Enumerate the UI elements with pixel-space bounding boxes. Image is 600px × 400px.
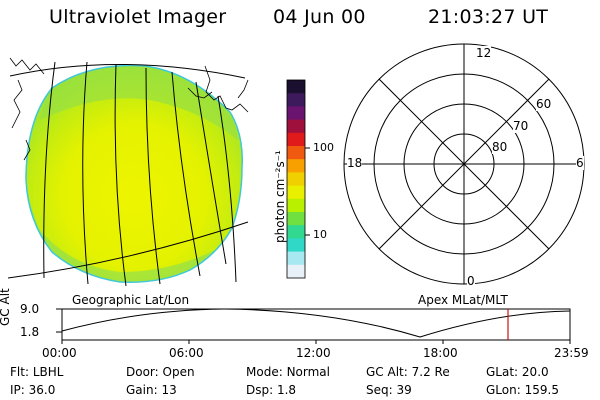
colorbar-segment [287,159,305,173]
param-gain-label: Gain: [126,383,158,397]
app-title: Ultraviolet Imager [49,6,227,28]
timeline-tick-2359: 23:59 [554,346,589,360]
timeline-tick-0600: 06:00 [169,346,204,360]
colorbar-segment [287,172,305,187]
mlt-label-6: 6 [576,156,584,170]
param-ip: IP: 36.0 [10,383,55,397]
param-dsp-value: 1.8 [276,383,297,397]
colorbar-segment [287,93,305,107]
param-filter-label: Flt: [10,365,29,379]
mlat-label-60: 60 [536,97,552,111]
param-mode-value: Normal [286,365,330,379]
colorbar-segment [287,238,305,253]
timeline-tick-1800: 18:00 [423,346,458,360]
colorbar-segment [287,106,305,121]
timeline-ylabel: GC Alt [0,288,12,326]
param-filter-value: LBHL [32,365,64,379]
latitude-grid-lines [7,64,249,279]
param-door-value: Open [162,365,195,379]
param-glat-value: 20.0 [521,365,549,379]
longitude-grid-lines [43,61,237,287]
colorbar-segment [287,80,305,94]
timeline-tick-1200: 12:00 [296,346,331,360]
param-seq-value: 39 [396,383,412,397]
timeline-tick-0000: 00:00 [42,346,77,360]
coastline-outline [9,57,249,161]
colorbar-segment [287,225,305,239]
geographic-grid-label: Geographic Lat/Lon [72,293,190,307]
param-glon-value: 159.5 [524,383,559,397]
param-gain: Gain: 13 [126,383,177,397]
mlat-label-70: 70 [513,119,529,133]
colorbar-label-100: 100 [313,141,334,154]
colorbar-segment [287,146,305,160]
param-filter: Flt: LBHL [10,365,63,379]
param-gain-value: 13 [161,383,177,397]
param-ip-label: IP: [10,383,25,397]
timeline-ymin: 1.8 [20,325,40,339]
param-dsp-label: Dsp: [246,383,274,397]
param-seq: Seq: 39 [366,383,412,397]
param-seq-label: Seq: [366,383,393,397]
colorbar-segment [287,185,305,200]
image-date: 04 Jun 00 [273,6,366,28]
param-door: Door: Open [126,365,195,379]
param-gc-alt: GC Alt: 7.2 Re [366,365,450,379]
colorbar-segment [287,119,305,134]
param-ip-value: 36.0 [28,383,56,397]
param-mode: Mode: Normal [246,365,330,379]
colorbar-segment [287,132,305,147]
param-mode-label: Mode: [246,365,283,379]
timeline-ymax: 9.0 [20,302,40,316]
mlt-label-0: 0 [467,274,475,288]
colorbar-segment [287,212,305,226]
param-gc-alt-value: 7.2 Re [411,365,450,379]
earth-disk [26,65,243,283]
param-glon: GLon: 159.5 [486,383,559,397]
image-time: 21:03:27 UT [428,6,549,28]
mlat-label-80: 80 [492,140,508,154]
altitude-curve [61,308,571,338]
colorbar-gradient [287,80,305,279]
param-glat-label: GLat: [486,365,519,379]
param-dsp: Dsp: 1.8 [246,383,296,397]
param-glon-label: GLon: [486,383,521,397]
colorbar-segment [287,251,305,266]
colorbar-segment [287,198,305,213]
colorbar-label-10: 10 [313,228,327,241]
param-gc-alt-label: GC Alt: [366,365,408,379]
timeline-frame [61,308,571,341]
param-glat: GLat: 20.0 [486,365,549,379]
mlt-label-12: 12 [476,46,492,60]
apex-grid-label: Apex MLat/MLT [418,293,508,307]
mlt-label-18: 18 [347,156,363,170]
param-door-label: Door: [126,365,159,379]
polar-diagonal-2 [378,78,550,250]
colorbar-segment [287,264,305,279]
